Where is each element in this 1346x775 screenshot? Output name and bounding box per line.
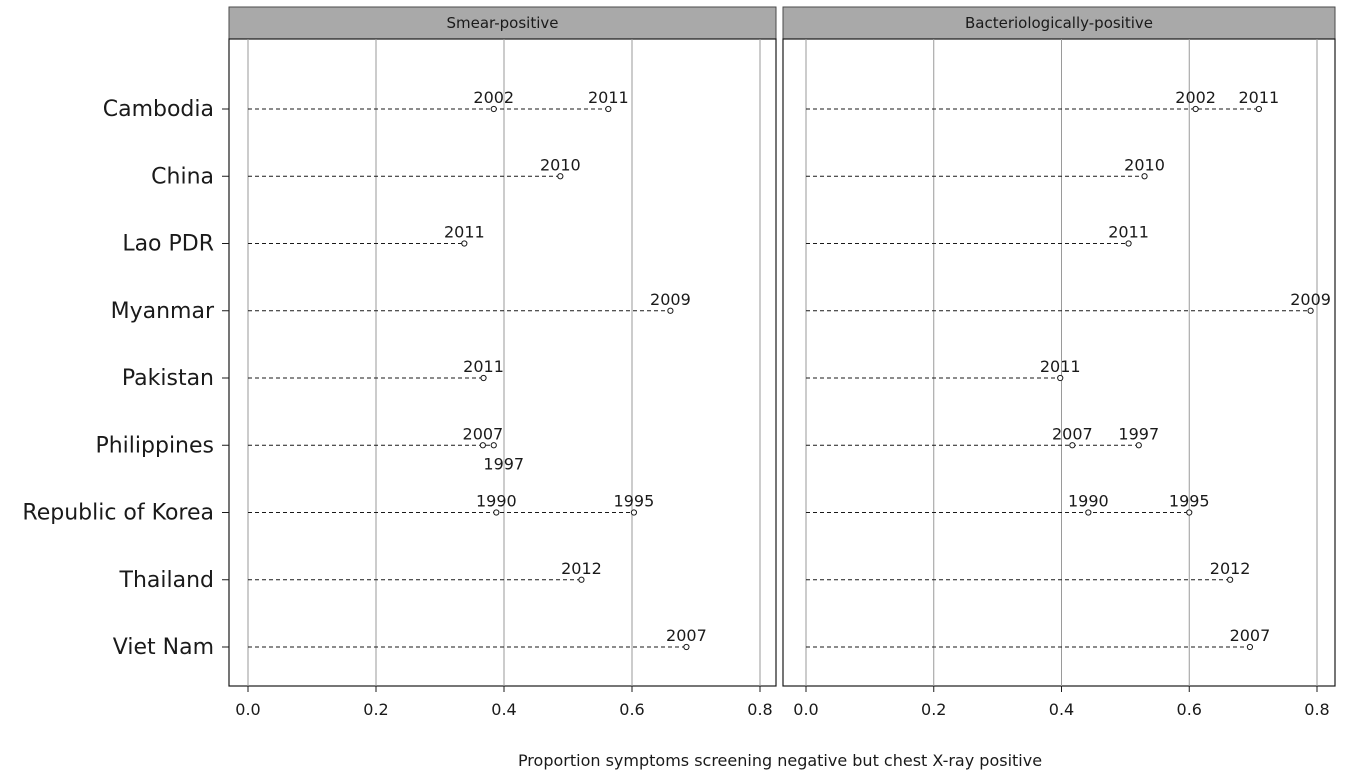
panel-frame [228, 38, 777, 687]
panel-title: Smear-positive [446, 14, 558, 32]
x-tick-label: 0.8 [747, 700, 772, 719]
point-label: 2010 [540, 155, 581, 174]
point-label: 2011 [1239, 88, 1280, 107]
data-point [480, 374, 487, 382]
x-tick-label: 0.0 [793, 700, 818, 719]
point-label: 1997 [483, 454, 524, 473]
point-label: 2002 [1175, 88, 1216, 107]
data-point [1057, 374, 1064, 382]
x-tick-label: 0.4 [1049, 700, 1074, 719]
point-label: 2002 [473, 88, 514, 107]
point-label: 1995 [614, 492, 655, 511]
point-label: 2010 [1124, 155, 1165, 174]
data-point [490, 442, 497, 449]
data-point [630, 509, 638, 516]
panel-1: Smear-positive 0.0 0.2 0.4 0.6 0.8 2002 2011 201… [228, 6, 777, 719]
data-point [1125, 240, 1132, 247]
point-label: 2009 [650, 290, 691, 309]
x-tick-label: 0.2 [921, 700, 946, 719]
data-point [667, 307, 674, 314]
data-point [1085, 509, 1092, 516]
data-point [605, 105, 612, 113]
row-label: Viet Nam [113, 635, 214, 660]
row-label: Lao PDR [122, 232, 214, 257]
data-point [1135, 442, 1142, 449]
x-tick-label: 0.4 [491, 700, 516, 719]
data-point [461, 240, 468, 247]
row-label: Republic of Korea [22, 501, 214, 526]
point-label: 2011 [1108, 223, 1149, 242]
point-label: 2009 [1290, 290, 1331, 309]
x-tick-label: 0.6 [1177, 700, 1202, 719]
point-label: 2007 [463, 424, 504, 443]
row-label: Pakistan [122, 366, 214, 391]
data-point [1069, 442, 1076, 449]
point-label: 1995 [1169, 492, 1210, 511]
point-label: 2007 [1230, 626, 1271, 645]
point-label: 2007 [1052, 424, 1093, 443]
point-label: 2007 [666, 626, 707, 645]
data-point [1246, 643, 1254, 651]
panel-strip [228, 6, 777, 40]
point-label: 2011 [444, 223, 485, 242]
data-point [1141, 173, 1148, 180]
data-point [557, 173, 564, 180]
row-label: Cambodia [103, 97, 214, 122]
data-point [1255, 105, 1262, 113]
data-point [1186, 509, 1193, 516]
row-labels: Cambodia China Lao PDR Myanmar Pakistan Phili… [22, 97, 229, 660]
x-tick-label: 0.2 [363, 700, 388, 719]
data-point [479, 442, 486, 449]
data-point [490, 105, 497, 113]
row-label: Thailand [119, 568, 214, 593]
point-label: 2011 [463, 357, 504, 376]
panel-strip [782, 6, 1336, 40]
data-point [1307, 307, 1314, 314]
point-label: 2012 [1210, 559, 1251, 578]
x-tick-label: 0.6 [619, 700, 644, 719]
panel-title: Bacteriologically-positive [965, 14, 1153, 32]
data-point [683, 643, 690, 651]
data-point [1192, 105, 1199, 113]
point-label: 2011 [588, 88, 629, 107]
point-label: 1997 [1118, 424, 1159, 443]
panel-frame [782, 38, 1336, 687]
data-point [578, 576, 585, 583]
point-label: 1990 [476, 492, 517, 511]
point-label: 2012 [561, 559, 602, 578]
row-label: Philippines [95, 433, 214, 458]
row-label: China [151, 164, 214, 189]
point-label: 2011 [1040, 357, 1081, 376]
data-point [493, 509, 500, 516]
point-label: 1990 [1068, 492, 1109, 511]
x-tick-label: 0.0 [235, 700, 260, 719]
panels: Smear-positive 0.0 0.2 0.4 0.6 0.8 2002 2011 201… [228, 6, 1336, 719]
x-axis-title: Proportion symptoms screening negative b… [518, 751, 1042, 770]
row-label: Myanmar [111, 299, 215, 324]
data-point [1227, 576, 1234, 583]
panel-2: Bacteriologically-positive 0.0 0.2 0.4 0.6 0.… [782, 6, 1336, 719]
x-tick-label: 0.8 [1304, 700, 1329, 719]
